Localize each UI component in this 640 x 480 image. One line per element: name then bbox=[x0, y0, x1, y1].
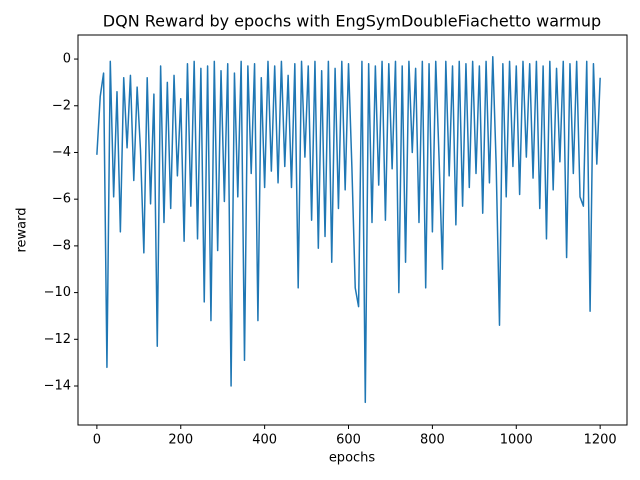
y-tick-label: −2 bbox=[52, 98, 71, 113]
y-axis-label: reward bbox=[15, 207, 30, 252]
plot-frame bbox=[77, 34, 628, 426]
x-tick-label: 600 bbox=[336, 433, 361, 448]
x-tick-label: 800 bbox=[420, 433, 445, 448]
x-tick-label: 1000 bbox=[500, 433, 533, 448]
x-tick-label: 400 bbox=[252, 433, 277, 448]
y-tick-label: −12 bbox=[44, 332, 71, 347]
x-tick-label: 200 bbox=[168, 433, 193, 448]
x-tick-label: 1200 bbox=[584, 433, 617, 448]
y-tick-label: −14 bbox=[44, 379, 71, 394]
y-tick-label: 0 bbox=[63, 52, 71, 67]
x-tick-label: 0 bbox=[93, 433, 101, 448]
y-tick-label: −4 bbox=[52, 145, 71, 160]
line-series bbox=[96, 55, 601, 404]
y-tick-label: −10 bbox=[44, 285, 71, 300]
y-tick-label: −6 bbox=[52, 192, 71, 207]
y-tick-label: −8 bbox=[52, 238, 71, 253]
chart-title: DQN Reward by epochs with EngSymDoubleFi… bbox=[103, 12, 601, 31]
x-axis-label: epochs bbox=[329, 451, 376, 466]
